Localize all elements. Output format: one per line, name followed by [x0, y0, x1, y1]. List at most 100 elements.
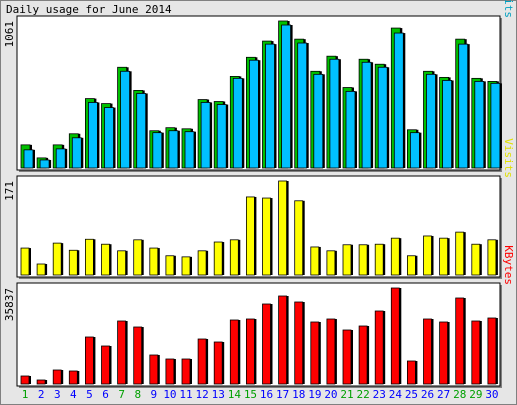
- bar: [487, 317, 497, 385]
- bar: [358, 244, 368, 276]
- y-tick-label: 35837: [3, 288, 16, 321]
- bar: [85, 336, 94, 385]
- x-tick-label: 24: [389, 388, 403, 401]
- bar: [474, 81, 485, 169]
- bar: [117, 250, 126, 276]
- bar: [68, 249, 78, 276]
- x-tick-label: 5: [86, 388, 93, 401]
- bar: [374, 310, 384, 385]
- bar: [439, 237, 449, 276]
- bar: [232, 77, 243, 169]
- x-tick-label: 22: [357, 388, 370, 401]
- x-tick-label: 20: [324, 388, 337, 401]
- bar: [326, 318, 336, 385]
- bar: [294, 200, 304, 276]
- y-tick-label: 171: [3, 181, 16, 201]
- bar: [390, 237, 400, 276]
- x-tick-label: 13: [212, 388, 225, 401]
- bar: [39, 159, 50, 169]
- x-tick-label: 7: [118, 388, 125, 401]
- bar: [184, 131, 195, 169]
- panel: [16, 282, 501, 387]
- x-tick-label: 9: [151, 388, 158, 401]
- bar: [423, 318, 432, 385]
- bar: [149, 247, 159, 276]
- bar: [104, 107, 114, 169]
- bar: [55, 148, 66, 169]
- bar: [133, 239, 143, 276]
- bar: [36, 379, 46, 385]
- x-tick-label: 8: [134, 388, 141, 401]
- x-tick-label: 21: [340, 388, 353, 401]
- bar: [342, 329, 352, 385]
- bar: [165, 358, 175, 385]
- bar: [278, 295, 288, 385]
- bar: [345, 90, 356, 169]
- panel: [16, 175, 501, 278]
- bar: [361, 61, 372, 169]
- bar: [455, 231, 465, 276]
- bar: [197, 338, 207, 385]
- bar: [165, 255, 175, 276]
- bar: [390, 287, 400, 385]
- bar: [68, 370, 78, 385]
- x-tick-label: 18: [292, 388, 305, 401]
- x-tick-label: 30: [485, 388, 498, 401]
- bar: [213, 341, 223, 385]
- bar: [101, 243, 110, 276]
- x-tick-label: 25: [405, 388, 418, 401]
- bar: [297, 42, 308, 169]
- bar: [281, 24, 292, 169]
- bar: [181, 256, 191, 276]
- chart-title: Daily usage for June 2014: [6, 3, 172, 16]
- bar: [265, 43, 275, 169]
- bar: [487, 239, 497, 276]
- bar: [406, 255, 416, 276]
- x-tick-label: 26: [421, 388, 434, 401]
- bar: [406, 360, 416, 385]
- bar: [71, 137, 82, 169]
- bar: [88, 102, 98, 169]
- x-tick-label: 23: [373, 388, 386, 401]
- bar: [490, 82, 501, 169]
- bar: [245, 196, 255, 276]
- bar: [216, 104, 227, 169]
- bar: [458, 43, 469, 169]
- x-tick-label: 14: [228, 388, 242, 401]
- bar: [152, 132, 163, 169]
- bar: [149, 354, 159, 385]
- legend: Visits: [502, 138, 515, 178]
- bar: [120, 70, 130, 169]
- bar: [393, 32, 404, 169]
- y-tick-label: 1061: [3, 21, 16, 48]
- bar: [310, 246, 320, 276]
- bar: [377, 66, 388, 169]
- bar: [278, 180, 288, 276]
- bar: [294, 301, 304, 385]
- x-tick-label: 19: [308, 388, 321, 401]
- bar: [36, 263, 46, 276]
- x-tick-label: 16: [260, 388, 273, 401]
- bar: [471, 320, 481, 385]
- bar: [20, 375, 30, 385]
- bar: [245, 318, 255, 385]
- bar: [168, 130, 179, 169]
- x-tick-label: 10: [163, 388, 176, 401]
- bar: [197, 250, 207, 276]
- x-tick-label: 28: [453, 388, 466, 401]
- bar: [423, 235, 432, 276]
- bar: [439, 321, 449, 385]
- bar: [200, 102, 211, 169]
- x-tick-label: 6: [102, 388, 109, 401]
- bar: [229, 239, 239, 276]
- bar: [229, 319, 239, 385]
- bar: [374, 243, 384, 276]
- bar: [117, 320, 126, 385]
- bar: [471, 243, 481, 276]
- x-tick-label: 3: [54, 388, 61, 401]
- legend: KBytes: [502, 245, 515, 285]
- x-tick-label: 4: [70, 388, 77, 401]
- x-tick-label: 2: [38, 388, 45, 401]
- bar: [455, 297, 465, 385]
